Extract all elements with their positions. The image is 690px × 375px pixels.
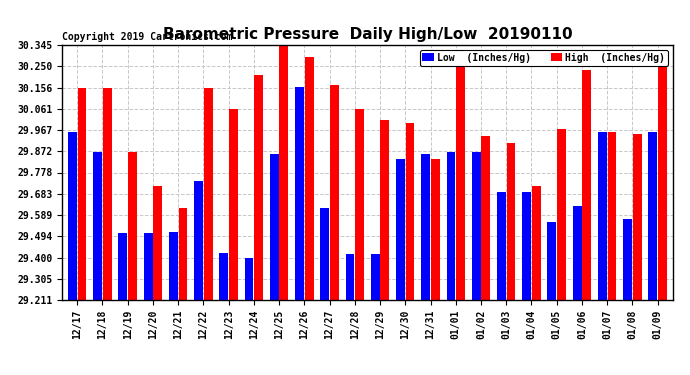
Bar — [128, 152, 137, 300]
Bar — [371, 254, 380, 300]
Bar — [355, 109, 364, 300]
Bar — [532, 186, 541, 300]
Bar — [522, 192, 531, 300]
Bar — [119, 233, 128, 300]
Bar — [219, 253, 228, 300]
Bar — [547, 222, 556, 300]
Bar — [169, 232, 178, 300]
Bar — [194, 181, 203, 300]
Legend: Low  (Inches/Hg), High  (Inches/Hg): Low (Inches/Hg), High (Inches/Hg) — [420, 50, 668, 66]
Bar — [270, 154, 279, 300]
Bar — [179, 208, 188, 300]
Bar — [295, 87, 304, 300]
Bar — [649, 132, 658, 300]
Title: Barometric Pressure  Daily High/Low  20190110: Barometric Pressure Daily High/Low 20190… — [163, 27, 572, 42]
Text: Copyright 2019 Cartronics.com: Copyright 2019 Cartronics.com — [62, 32, 233, 42]
Bar — [245, 258, 253, 300]
Bar — [623, 219, 632, 300]
Bar — [346, 254, 355, 300]
Bar — [153, 186, 162, 300]
Bar — [144, 233, 152, 300]
Bar — [607, 132, 616, 300]
Bar — [229, 109, 238, 300]
Bar — [633, 134, 642, 300]
Bar — [254, 75, 263, 300]
Bar — [77, 88, 86, 300]
Bar — [598, 132, 607, 300]
Bar — [103, 88, 112, 300]
Bar — [396, 159, 405, 300]
Bar — [380, 120, 389, 300]
Bar — [658, 57, 667, 300]
Bar — [497, 192, 506, 300]
Bar — [320, 208, 329, 300]
Bar — [305, 57, 313, 300]
Bar — [557, 129, 566, 300]
Bar — [506, 143, 515, 300]
Bar — [422, 154, 430, 300]
Bar — [456, 64, 465, 300]
Bar — [93, 152, 102, 300]
Bar — [330, 86, 339, 300]
Bar — [279, 45, 288, 300]
Bar — [446, 152, 455, 300]
Bar — [431, 159, 440, 300]
Bar — [573, 206, 582, 300]
Bar — [406, 123, 415, 300]
Bar — [68, 132, 77, 300]
Bar — [482, 136, 490, 300]
Bar — [204, 88, 213, 300]
Bar — [582, 70, 591, 300]
Bar — [472, 152, 481, 300]
